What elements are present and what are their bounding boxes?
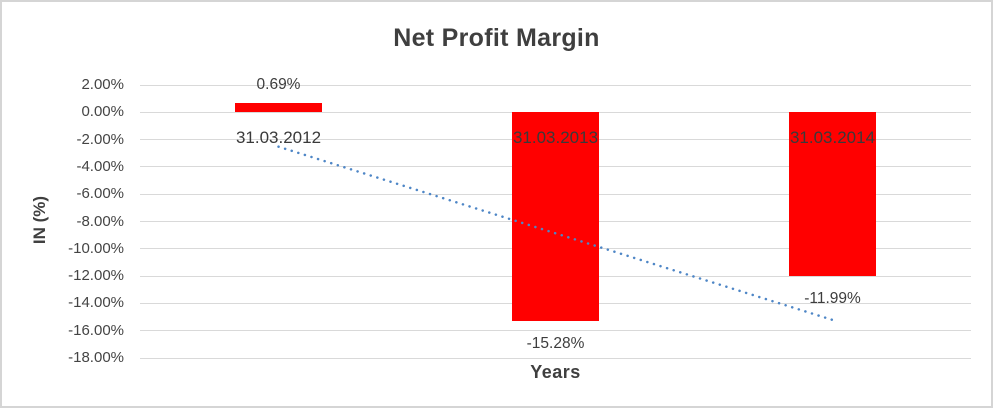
y-tick-label: -8.00% <box>76 212 124 230</box>
y-tick-label: -12.00% <box>68 267 124 285</box>
data-label: -11.99% <box>804 289 861 307</box>
y-tick-label: 0.00% <box>81 103 124 121</box>
gridline <box>140 357 971 359</box>
y-tick-label: -16.00% <box>68 321 124 339</box>
y-tick-label: -4.00% <box>76 157 124 175</box>
x-axis-title: Years <box>530 362 581 382</box>
gridline <box>140 330 971 332</box>
chart-title: Net Profit Margin <box>393 24 600 52</box>
category-label: 31.03.2013 <box>512 128 599 147</box>
y-tick-label: -18.00% <box>68 349 124 366</box>
data-label: 0.69% <box>256 75 301 93</box>
bar-31.03.2012 <box>235 102 322 113</box>
category-label: 31.03.2014 <box>789 128 876 147</box>
data-label: -15.28% <box>526 334 585 352</box>
y-tick-label: -10.00% <box>68 239 124 257</box>
y-tick-label: 2.00% <box>81 76 124 93</box>
y-tick-label: -14.00% <box>68 294 124 312</box>
category-label: 31.03.2012 <box>235 128 322 147</box>
gridline <box>140 84 971 86</box>
y-tick-label: -2.00% <box>76 130 124 148</box>
y-tick-label: -6.00% <box>76 185 124 203</box>
